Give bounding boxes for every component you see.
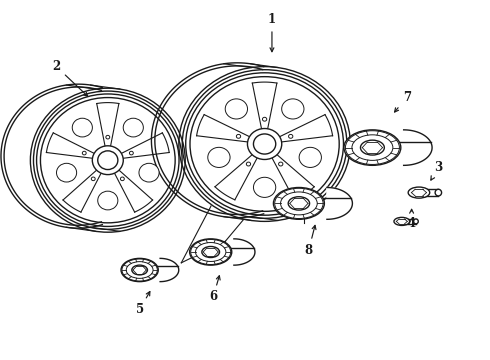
Ellipse shape <box>279 162 283 166</box>
Text: 1: 1 <box>268 13 276 52</box>
Ellipse shape <box>121 258 158 282</box>
Text: 5: 5 <box>136 292 150 316</box>
Text: 6: 6 <box>209 276 220 303</box>
Ellipse shape <box>394 217 410 225</box>
Text: 8: 8 <box>305 225 316 257</box>
Ellipse shape <box>253 177 276 197</box>
Ellipse shape <box>408 187 430 198</box>
Ellipse shape <box>236 134 241 138</box>
Ellipse shape <box>123 118 144 137</box>
Text: 3: 3 <box>431 161 442 180</box>
Ellipse shape <box>56 163 76 182</box>
Ellipse shape <box>30 88 185 232</box>
Ellipse shape <box>82 151 86 155</box>
Ellipse shape <box>132 265 147 275</box>
Text: 7: 7 <box>394 91 411 112</box>
Ellipse shape <box>91 177 95 181</box>
Ellipse shape <box>361 140 384 155</box>
Ellipse shape <box>414 219 418 224</box>
Ellipse shape <box>121 177 124 181</box>
Ellipse shape <box>288 197 310 210</box>
Ellipse shape <box>247 129 282 159</box>
Ellipse shape <box>225 99 247 119</box>
Ellipse shape <box>253 134 276 154</box>
Ellipse shape <box>263 117 267 121</box>
Ellipse shape <box>129 151 133 155</box>
Ellipse shape <box>106 135 110 139</box>
Ellipse shape <box>282 99 304 119</box>
Ellipse shape <box>98 191 118 210</box>
Ellipse shape <box>98 151 118 170</box>
Polygon shape <box>327 188 352 219</box>
Ellipse shape <box>72 118 93 137</box>
Ellipse shape <box>190 239 232 265</box>
Ellipse shape <box>273 188 324 219</box>
Ellipse shape <box>202 247 220 257</box>
Ellipse shape <box>92 146 123 175</box>
Polygon shape <box>404 130 432 165</box>
Ellipse shape <box>139 163 159 182</box>
Text: 2: 2 <box>52 60 88 96</box>
Ellipse shape <box>246 162 250 166</box>
Ellipse shape <box>179 67 350 221</box>
Ellipse shape <box>435 189 441 196</box>
Ellipse shape <box>289 134 293 138</box>
Polygon shape <box>234 239 255 265</box>
Ellipse shape <box>344 130 401 165</box>
Ellipse shape <box>208 147 230 167</box>
Text: 4: 4 <box>408 209 416 230</box>
Polygon shape <box>160 258 179 282</box>
Ellipse shape <box>299 147 321 167</box>
